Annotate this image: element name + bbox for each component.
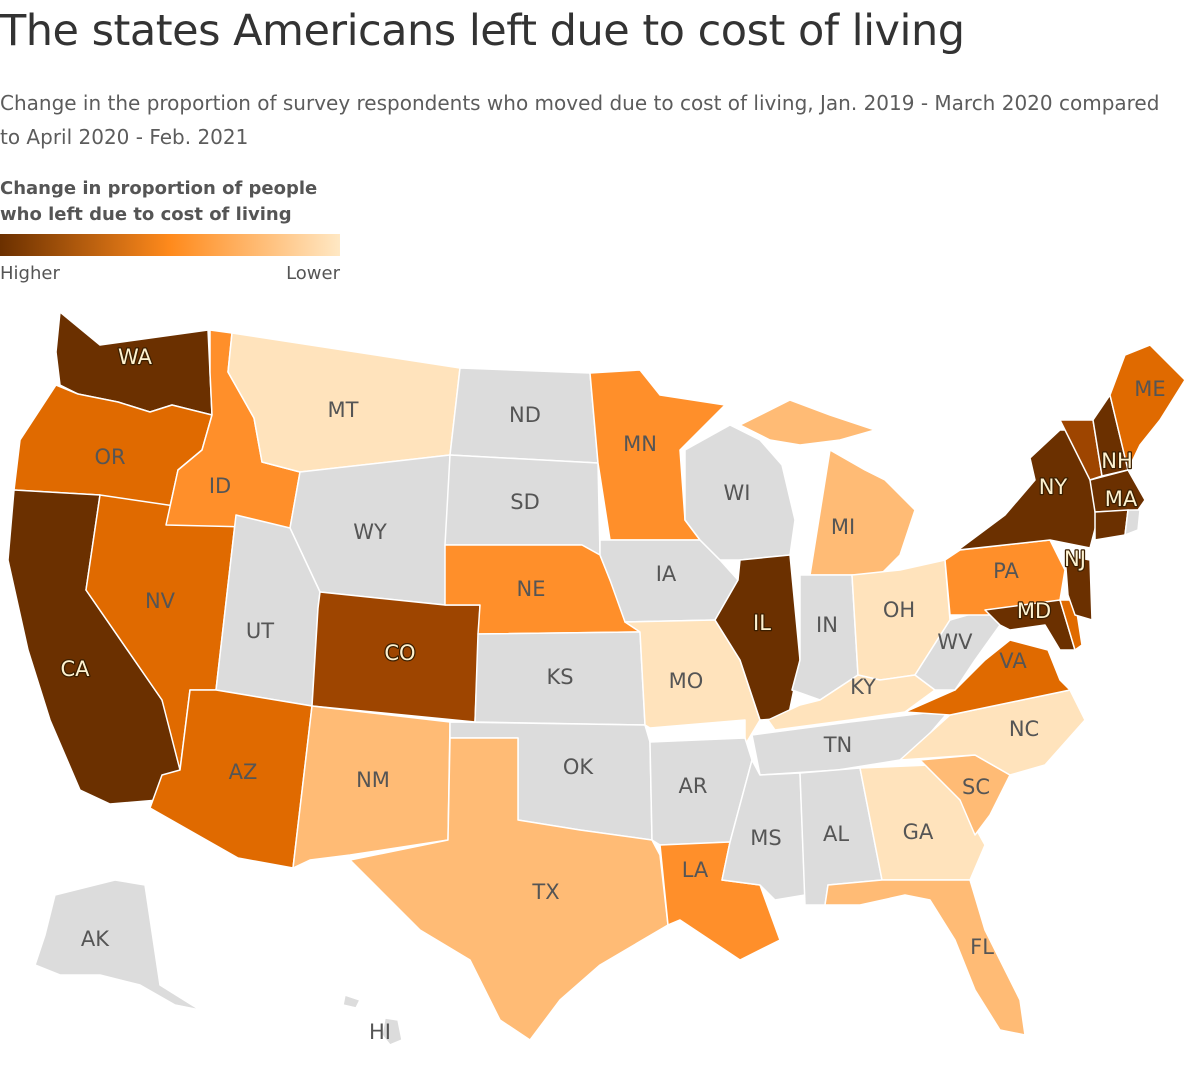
state-label-mn: MN xyxy=(623,432,657,456)
us-state-map: WA OR CA NV ID MT WY UT AZ CO NM ND SD NE KS OK TX MN IA MO… xyxy=(7,311,1186,1046)
state-label-co: CO xyxy=(384,641,415,665)
state-shape-ct[interactable] xyxy=(1094,509,1129,541)
state-shape-fl[interactable] xyxy=(824,879,1026,1036)
state-label-nh: NH xyxy=(1101,449,1133,473)
state-label-fl: FL xyxy=(970,935,994,959)
state-label-or: OR xyxy=(94,445,125,469)
state-label-mi: MI xyxy=(831,515,855,539)
state-label-id: ID xyxy=(209,474,231,498)
state-label-nm: NM xyxy=(356,768,390,792)
legend-lower-label: Lower xyxy=(286,263,340,284)
state-label-nd: ND xyxy=(509,403,541,427)
state-label-al: AL xyxy=(823,822,849,846)
state-label-ny: NY xyxy=(1039,475,1068,499)
state-label-hi: HI xyxy=(369,1020,391,1044)
state-shape-nj[interactable] xyxy=(1064,554,1093,621)
state-label-mo: MO xyxy=(669,669,704,693)
state-shape-tx[interactable] xyxy=(349,737,669,1041)
state-label-ma: MA xyxy=(1105,487,1138,511)
state-label-ok: OK xyxy=(563,755,595,779)
state-label-tn: TN xyxy=(823,733,853,757)
state-label-az: AZ xyxy=(229,760,258,784)
state-label-me: ME xyxy=(1134,377,1165,401)
state-labels: WA OR CA NV ID MT WY UT AZ CO NM ND SD NE KS OK TX MN IA MO… xyxy=(59,344,1165,1044)
state-shape-ri[interactable] xyxy=(1124,509,1141,536)
state-shapes xyxy=(7,311,1186,1046)
state-label-ca: CA xyxy=(60,657,90,681)
state-label-ky: KY xyxy=(850,675,876,699)
state-label-mt: MT xyxy=(328,398,359,422)
chart-title: The states Americans left due to cost of… xyxy=(0,6,965,56)
state-shape-ak[interactable] xyxy=(34,879,201,1011)
legend-gradient-bar xyxy=(0,234,340,256)
state-shape-va[interactable] xyxy=(904,639,1071,716)
state-shape-mi-upper[interactable] xyxy=(739,399,876,446)
state-label-tx: TX xyxy=(531,880,559,904)
state-label-nj: NJ xyxy=(1064,547,1086,571)
state-label-va: VA xyxy=(999,649,1027,673)
color-legend: Change in proportion of people who left … xyxy=(0,176,340,289)
state-shape-hi[interactable] xyxy=(381,1017,403,1046)
state-label-il: IL xyxy=(753,611,771,635)
state-label-ak: AK xyxy=(81,927,110,951)
state-label-pa: PA xyxy=(993,559,1019,583)
state-shape-mi[interactable] xyxy=(809,449,916,576)
state-label-wa: WA xyxy=(118,345,153,369)
state-label-in: IN xyxy=(816,613,838,637)
state-label-ks: KS xyxy=(546,665,573,689)
state-label-ga: GA xyxy=(903,820,934,844)
state-label-wi: WI xyxy=(724,481,751,505)
state-label-ia: IA xyxy=(656,562,677,586)
state-label-md: MD xyxy=(1017,599,1051,623)
state-label-wv: WV xyxy=(937,630,973,654)
state-shape-ma[interactable] xyxy=(1089,469,1146,513)
state-label-la: LA xyxy=(682,858,709,882)
state-label-ar: AR xyxy=(679,774,708,798)
state-shape-hi-island[interactable] xyxy=(342,994,361,1009)
state-shape-il[interactable] xyxy=(714,554,801,721)
state-label-nc: NC xyxy=(1009,717,1039,741)
state-shape-wv[interactable] xyxy=(914,609,1001,691)
state-label-sd: SD xyxy=(510,490,540,514)
state-label-sc: SC xyxy=(962,775,990,799)
chart-subtitle: Change in the proportion of survey respo… xyxy=(0,91,1160,149)
legend-higher-label: Higher xyxy=(0,263,60,284)
state-label-ms: MS xyxy=(750,826,781,850)
legend-title: Change in proportion of people who left … xyxy=(0,178,318,225)
state-label-ne: NE xyxy=(517,577,546,601)
state-shape-mn[interactable] xyxy=(589,369,726,541)
state-shape-me[interactable] xyxy=(1109,344,1186,471)
state-label-nv: NV xyxy=(145,589,176,613)
state-label-wy: WY xyxy=(353,520,387,544)
state-label-oh: OH xyxy=(883,598,915,622)
state-label-ut: UT xyxy=(246,619,274,643)
